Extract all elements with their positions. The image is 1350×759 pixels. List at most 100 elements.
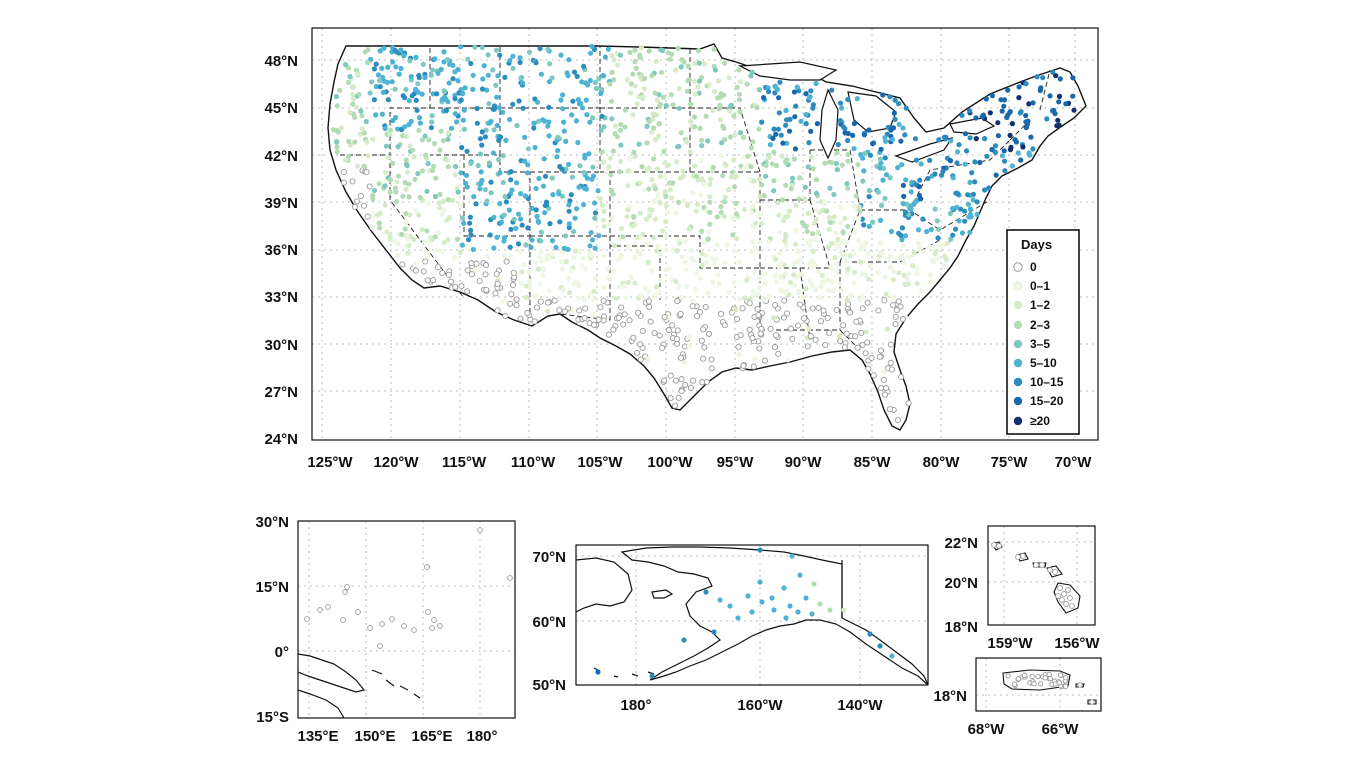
station-marker <box>436 200 442 206</box>
station-marker <box>763 173 769 179</box>
station-marker <box>642 285 649 291</box>
station-marker <box>654 248 660 254</box>
station-marker <box>974 211 980 217</box>
station-marker <box>496 157 502 163</box>
station-marker <box>556 295 562 301</box>
station-marker <box>772 83 778 89</box>
station-marker <box>756 285 763 291</box>
station-marker <box>457 249 463 255</box>
station-marker <box>640 94 646 100</box>
station-marker <box>526 49 533 55</box>
station-marker <box>679 294 685 301</box>
station-marker <box>817 295 823 301</box>
station-marker <box>472 267 478 273</box>
station-marker <box>304 616 310 622</box>
station-marker <box>815 230 821 236</box>
station-marker <box>632 280 638 286</box>
station-marker <box>661 174 667 180</box>
station-marker <box>984 153 990 159</box>
station-marker <box>412 267 419 274</box>
station-marker <box>756 126 762 132</box>
station-marker <box>947 210 953 217</box>
station-marker <box>537 281 543 287</box>
station-marker <box>709 255 715 261</box>
station-marker <box>788 186 794 192</box>
station-marker <box>464 288 471 295</box>
station-marker <box>853 318 860 325</box>
station-marker <box>403 211 409 217</box>
station-marker <box>863 272 869 278</box>
station-marker <box>757 330 764 337</box>
station-marker <box>498 219 504 225</box>
station-marker <box>831 288 837 294</box>
station-marker <box>428 125 434 131</box>
station-marker <box>898 232 904 238</box>
station-marker <box>445 271 452 278</box>
station-marker <box>1001 103 1007 109</box>
station-marker <box>1029 673 1035 680</box>
station-marker <box>645 289 651 295</box>
station-marker <box>771 607 777 613</box>
station-marker <box>402 180 408 186</box>
station-marker <box>851 120 858 127</box>
station-marker <box>389 79 395 85</box>
station-marker <box>806 239 812 245</box>
station-marker <box>618 304 625 311</box>
station-marker <box>389 616 395 622</box>
station-marker <box>420 268 427 275</box>
station-marker <box>657 200 663 206</box>
station-marker <box>887 94 893 100</box>
station-marker <box>415 171 421 177</box>
station-marker <box>701 61 708 67</box>
station-marker <box>494 122 500 129</box>
station-marker <box>662 189 669 195</box>
station-marker <box>429 625 435 631</box>
station-marker <box>510 269 517 276</box>
station-marker <box>630 223 636 229</box>
station-marker <box>736 296 743 302</box>
station-marker <box>385 64 391 70</box>
station-marker <box>895 165 901 171</box>
station-marker <box>824 208 830 214</box>
station-marker <box>916 192 923 198</box>
station-marker <box>669 322 676 329</box>
station-marker <box>717 310 725 317</box>
station-marker <box>605 331 612 338</box>
station-marker <box>506 207 512 213</box>
station-marker <box>655 97 661 103</box>
station-marker <box>454 185 460 191</box>
station-marker <box>699 379 706 386</box>
station-marker <box>477 186 483 192</box>
station-marker <box>642 75 648 82</box>
station-marker <box>737 259 743 265</box>
station-marker <box>667 56 673 62</box>
station-marker <box>402 95 408 101</box>
station-marker <box>377 77 383 84</box>
station-marker <box>912 136 919 142</box>
station-marker <box>647 318 654 325</box>
station-marker <box>546 79 553 85</box>
station-marker <box>559 193 566 199</box>
station-marker <box>732 248 738 254</box>
station-marker <box>381 45 387 51</box>
station-marker <box>896 101 902 107</box>
station-marker <box>382 202 388 208</box>
station-marker <box>1034 74 1040 80</box>
station-marker <box>615 314 622 321</box>
station-marker <box>1026 150 1032 156</box>
station-marker <box>731 157 737 163</box>
station-marker <box>599 113 605 119</box>
station-marker <box>807 279 813 285</box>
station-marker <box>656 332 663 339</box>
station-marker <box>1009 163 1016 169</box>
station-marker <box>561 128 567 134</box>
station-marker <box>349 178 356 185</box>
station-marker <box>524 170 531 176</box>
station-marker <box>354 163 360 169</box>
station-marker <box>534 99 541 105</box>
station-marker <box>791 272 797 278</box>
station-marker <box>885 257 891 263</box>
station-marker <box>697 125 703 131</box>
station-marker <box>508 253 514 259</box>
station-marker <box>948 138 954 144</box>
